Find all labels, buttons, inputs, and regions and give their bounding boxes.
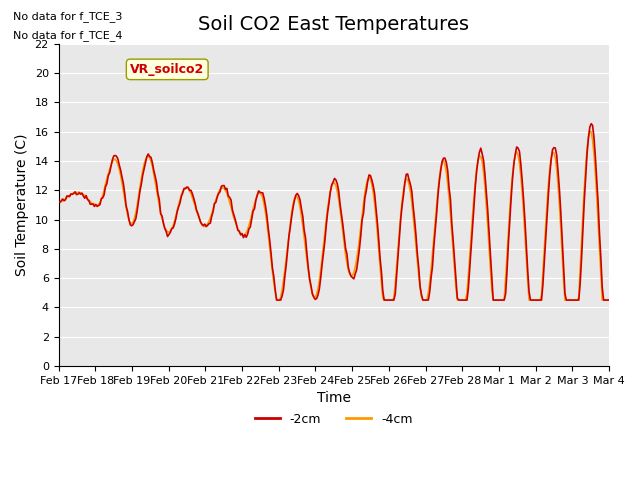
Legend: -2cm, -4cm: -2cm, -4cm [250,408,418,431]
Y-axis label: Soil Temperature (C): Soil Temperature (C) [15,133,29,276]
Text: VR_soilco2: VR_soilco2 [130,63,204,76]
Title: Soil CO2 East Temperatures: Soil CO2 East Temperatures [198,15,469,34]
X-axis label: Time: Time [317,391,351,405]
Text: No data for f_TCE_4: No data for f_TCE_4 [13,30,122,41]
Text: No data for f_TCE_3: No data for f_TCE_3 [13,11,122,22]
